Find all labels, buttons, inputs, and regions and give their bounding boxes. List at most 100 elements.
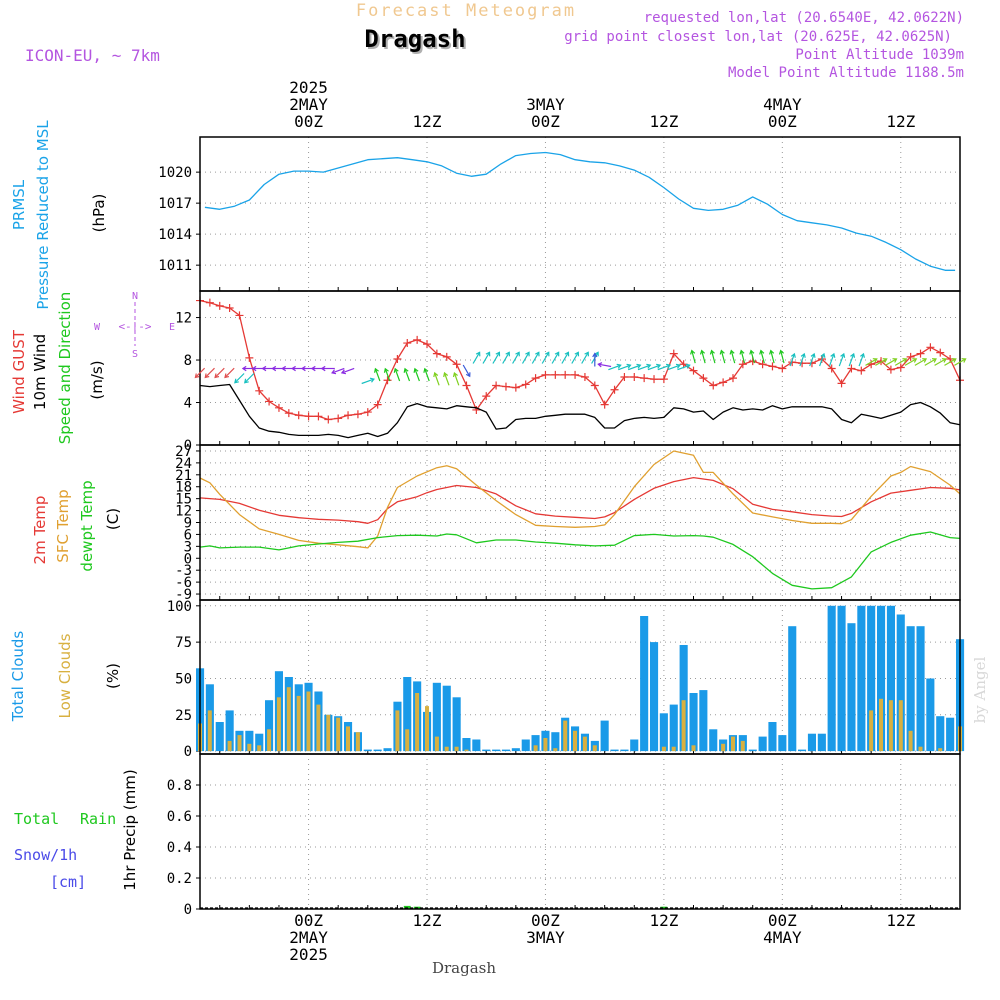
gust-marker xyxy=(442,352,451,361)
wind-arrow-head xyxy=(291,365,296,372)
wind-arrow-head xyxy=(820,352,826,358)
low-cloud-bar xyxy=(464,749,469,752)
wind-arrow xyxy=(581,351,589,364)
wind-arrow xyxy=(924,358,937,366)
clouds-label-total: Total Clouds xyxy=(9,631,27,723)
wind-arrow-head xyxy=(495,351,501,357)
total-cloud-bar xyxy=(482,749,491,752)
gust-marker xyxy=(344,411,353,420)
time-label-bottom: 00Z xyxy=(768,911,797,930)
gust-marker xyxy=(531,374,540,383)
total-cloud-bar xyxy=(867,605,876,752)
wind-arrow-head xyxy=(564,351,570,357)
low-cloud-bar xyxy=(227,740,232,752)
total-cloud-bar xyxy=(807,733,816,752)
total-cloud-bar xyxy=(501,749,510,752)
total-cloud-bar xyxy=(620,749,629,752)
wind-arrow-head xyxy=(709,349,715,355)
compass-west: W xyxy=(94,322,101,333)
low-cloud-bar xyxy=(908,730,913,752)
total-cloud-bar xyxy=(442,685,451,752)
wind-arrow xyxy=(374,368,381,382)
wind-arrow xyxy=(944,358,957,366)
low-cloud-bar xyxy=(207,710,212,752)
compass-rose: N S W E <-|-> xyxy=(94,291,175,360)
precip-tick-label: 0.6 xyxy=(167,809,192,825)
total-cloud-bar xyxy=(916,626,925,752)
wind-arrow-head xyxy=(369,377,375,383)
wind-arrow-head xyxy=(597,362,603,368)
total-cloud-bar xyxy=(531,735,540,752)
wind-arrow xyxy=(720,350,726,364)
wind-arrow xyxy=(453,372,460,386)
series-line-2m-temp xyxy=(199,476,961,524)
wind-arrow-head xyxy=(271,365,277,372)
gust-marker xyxy=(738,360,747,369)
wind-arrow xyxy=(571,351,579,364)
time-label-top: 4MAY xyxy=(763,95,802,114)
wind-tick-label: 8 xyxy=(184,353,192,369)
wind-arrow-head xyxy=(892,358,898,363)
wind-arrow-head xyxy=(931,358,937,363)
wind-arrow xyxy=(819,353,825,367)
clouds-label-low: Low Clouds xyxy=(56,633,74,718)
wind-arrow-head xyxy=(690,349,696,355)
time-label-bottom: 4MAY xyxy=(763,928,802,947)
series-line-prmsl xyxy=(204,151,956,271)
time-label-top: 12Z xyxy=(886,112,915,131)
wind-arrow xyxy=(244,373,255,384)
temp-label-2m: 2m Temp xyxy=(31,496,49,565)
time-label-top: 2MAY xyxy=(289,95,328,114)
wind-arrow xyxy=(531,351,540,364)
total-cloud-bar xyxy=(610,749,619,752)
wind-arrow xyxy=(760,350,765,364)
clouds-tick-label: 75 xyxy=(175,635,192,651)
wind-arrow-head xyxy=(331,369,337,375)
wind-arrow-head xyxy=(423,367,429,373)
low-cloud-bar xyxy=(267,729,272,752)
wind-arrow xyxy=(424,368,430,382)
wind-arrow xyxy=(331,367,345,374)
pressure-label-prmsl: PRMSL xyxy=(10,179,28,230)
total-cloud-bar xyxy=(946,717,955,752)
precip-tick-label: 0 xyxy=(184,902,192,918)
wind-arrow-head xyxy=(320,365,326,372)
gust-marker xyxy=(857,366,866,375)
gust-marker xyxy=(580,373,589,382)
time-label-bottom: 12Z xyxy=(886,911,915,930)
gust-marker xyxy=(265,397,274,406)
clouds-tick-label: 25 xyxy=(175,708,192,724)
time-label-bottom: 12Z xyxy=(413,911,442,930)
wind-arrow xyxy=(934,358,947,366)
total-cloud-bar xyxy=(827,605,836,752)
wind-arrow-head xyxy=(759,349,765,355)
series-line-10m-wind xyxy=(199,383,961,439)
chart-title: Forecast Meteogram xyxy=(356,1,576,21)
temp-tick-label: 27 xyxy=(175,444,192,460)
total-cloud-bar xyxy=(926,678,935,752)
footer-location: Dragash xyxy=(432,959,496,977)
low-cloud-bar xyxy=(582,736,587,752)
wind-arrow xyxy=(711,350,716,364)
wind-arrow-head xyxy=(810,352,816,358)
wind-arrow-head xyxy=(194,373,200,379)
wind-arrow-head xyxy=(393,367,399,373)
gust-marker xyxy=(709,381,718,390)
wind-arrow-head xyxy=(554,351,560,357)
wind-label-direction: Speed and Direction xyxy=(56,292,74,445)
total-cloud-bar xyxy=(640,616,649,752)
time-label-bottom: 3MAY xyxy=(526,928,565,947)
total-cloud-bar xyxy=(817,733,826,752)
total-cloud-bar xyxy=(225,710,234,752)
clouds-panel: 0 25 50 75 100 xyxy=(167,599,965,760)
temp-tick-label: 6 xyxy=(184,527,192,543)
gust-marker xyxy=(551,370,560,379)
low-cloud-bar xyxy=(237,735,242,752)
low-cloud-bar xyxy=(306,691,311,752)
wind-arrow-head xyxy=(234,378,239,384)
gust-marker xyxy=(215,301,224,310)
wind-arrow xyxy=(667,364,681,371)
total-cloud-bar xyxy=(748,749,757,752)
wind-arrow xyxy=(551,351,560,364)
